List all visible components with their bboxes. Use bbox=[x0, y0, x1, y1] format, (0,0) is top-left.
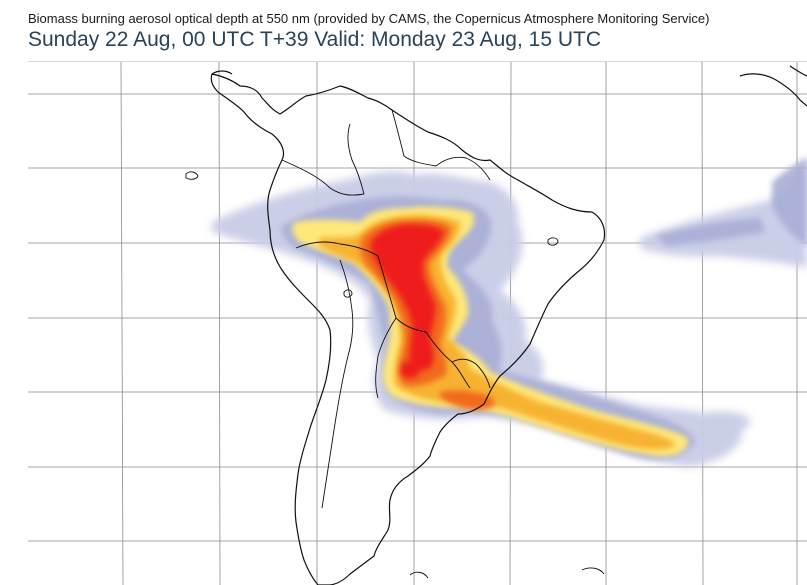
header-divider bbox=[28, 61, 807, 62]
lake-titicaca bbox=[343, 289, 353, 298]
country-border bbox=[347, 123, 365, 195]
grid-meridian bbox=[120, 62, 124, 585]
aerosol-map[interactable] bbox=[0, 62, 807, 585]
aerosol-low-south bbox=[695, 411, 751, 432]
coastlines bbox=[185, 65, 807, 585]
country-border bbox=[391, 109, 437, 167]
country-border bbox=[451, 358, 491, 389]
map-header: Biomass burning aerosol optical depth at… bbox=[0, 0, 807, 60]
falklands bbox=[409, 571, 429, 579]
aerosol-lowmid-east bbox=[772, 158, 807, 246]
country-border bbox=[281, 159, 365, 196]
country-border bbox=[377, 255, 427, 333]
island bbox=[581, 567, 605, 575]
africa-coastline bbox=[739, 73, 807, 107]
grid-meridian bbox=[218, 62, 221, 585]
country-border bbox=[435, 156, 491, 181]
country-border bbox=[321, 355, 349, 509]
country-border bbox=[295, 241, 379, 257]
aerosol-low bbox=[212, 155, 807, 467]
graticule bbox=[28, 62, 807, 585]
country-border bbox=[375, 317, 397, 399]
africa-coastline bbox=[789, 65, 807, 77]
caribbean-coast bbox=[211, 70, 233, 75]
country-border bbox=[339, 259, 354, 357]
aerosol-max-secondary bbox=[400, 361, 420, 379]
map-title: Sunday 22 Aug, 00 UTC T+39 Valid: Monday… bbox=[28, 28, 601, 51]
island bbox=[547, 237, 559, 246]
map-subtitle: Biomass burning aerosol optical depth at… bbox=[28, 11, 710, 26]
aerosol-lowmid-atlantic bbox=[655, 218, 765, 246]
south-america-coastline bbox=[210, 73, 606, 585]
island bbox=[185, 171, 199, 180]
aerosol-high-tail bbox=[440, 390, 495, 410]
grid-meridian bbox=[701, 62, 704, 585]
aerosol-max bbox=[370, 224, 444, 379]
aerosol-max-core bbox=[370, 224, 444, 370]
